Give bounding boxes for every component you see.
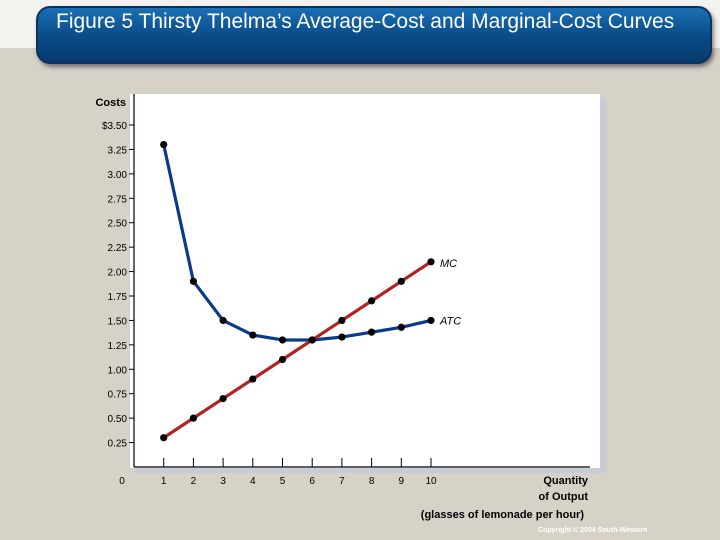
chart-axes bbox=[133, 94, 590, 468]
chart-panel bbox=[130, 94, 600, 468]
y-tick-label: 0.25 bbox=[108, 439, 128, 450]
atc-data-point bbox=[368, 328, 376, 336]
atc-data-point bbox=[219, 316, 227, 325]
y-tick-label: 2.75 bbox=[108, 194, 128, 205]
atc-data-point bbox=[338, 333, 346, 341]
mc-data-point bbox=[189, 414, 197, 422]
mc-curve bbox=[162, 260, 432, 440]
x-tick-label: 10 bbox=[425, 476, 437, 487]
x-tick-label: 1 bbox=[161, 476, 167, 487]
y-tick-label: 2.50 bbox=[108, 219, 128, 230]
title-bar: Figure 5 Thirsty Thelma’s Average-Cost a… bbox=[36, 6, 712, 64]
y-tick-label: 1.50 bbox=[108, 316, 128, 327]
y-tick-label: 3.25 bbox=[108, 145, 128, 156]
atc-data-point bbox=[189, 277, 197, 285]
mc-data-point bbox=[308, 336, 316, 344]
y-axis-label: Costs bbox=[95, 97, 126, 109]
copyright-footer: Copyright © 2004 South-Western bbox=[538, 527, 648, 534]
x-tick-label: 2 bbox=[191, 476, 197, 487]
y-tick-label: 1.25 bbox=[108, 341, 128, 352]
y-tick-label: 3.00 bbox=[108, 170, 128, 181]
atc-data-point bbox=[397, 323, 405, 331]
x-tick-label: 6 bbox=[309, 476, 315, 487]
y-axis-ticks: 0.25 0.50 0.75 1.00 1.25 1.50 1.75 2.00 2.25 2.50… bbox=[102, 121, 134, 450]
mc-data-point bbox=[427, 258, 435, 266]
x-axis-label-line-2: of Output bbox=[539, 491, 589, 503]
x-axis-ticks: 0 1 2 3 4 5 6 7 8 9 10 bbox=[119, 458, 437, 487]
x-tick-label: 5 bbox=[280, 476, 286, 487]
mc-data-point bbox=[249, 375, 257, 383]
y-tick-label: 2.00 bbox=[108, 268, 128, 279]
x-tick-label: 9 bbox=[399, 476, 405, 487]
x-tick-label: 3 bbox=[220, 476, 226, 487]
atc-curve-label: ATC bbox=[439, 315, 461, 327]
atc-data-point bbox=[427, 316, 435, 325]
x-tick-label: 0 bbox=[119, 476, 125, 487]
atc-curve bbox=[162, 144, 432, 342]
y-tick-label: 0.75 bbox=[108, 390, 128, 401]
mc-data-point bbox=[368, 297, 376, 305]
mc-curve-label: MC bbox=[440, 258, 457, 270]
y-tick-label: 2.25 bbox=[108, 243, 128, 254]
mc-data-point bbox=[397, 277, 405, 285]
x-axis-label-line-1: Quantity bbox=[543, 475, 588, 487]
x-axis-label-line-3: (glasses of lemonade per hour) bbox=[421, 509, 585, 521]
mc-data-point bbox=[160, 434, 168, 442]
x-tick-label: 8 bbox=[369, 476, 375, 487]
x-tick-label: 4 bbox=[250, 476, 256, 487]
y-tick-label: $3.50 bbox=[102, 121, 127, 132]
y-tick-label: 1.00 bbox=[108, 365, 128, 376]
slide-title: Figure 5 Thirsty Thelma’s Average-Cost a… bbox=[56, 10, 675, 33]
mc-data-point bbox=[219, 395, 227, 403]
atc-data-point bbox=[278, 336, 287, 344]
atc-data-point bbox=[160, 140, 168, 149]
atc-data-point bbox=[249, 331, 257, 339]
series-layer: ATC MC bbox=[160, 140, 461, 442]
mc-data-point bbox=[278, 355, 287, 364]
y-tick-label: 0.50 bbox=[108, 414, 128, 425]
mc-data-point bbox=[338, 316, 346, 325]
y-tick-label: 1.75 bbox=[108, 292, 128, 303]
x-tick-label: 7 bbox=[339, 476, 345, 487]
